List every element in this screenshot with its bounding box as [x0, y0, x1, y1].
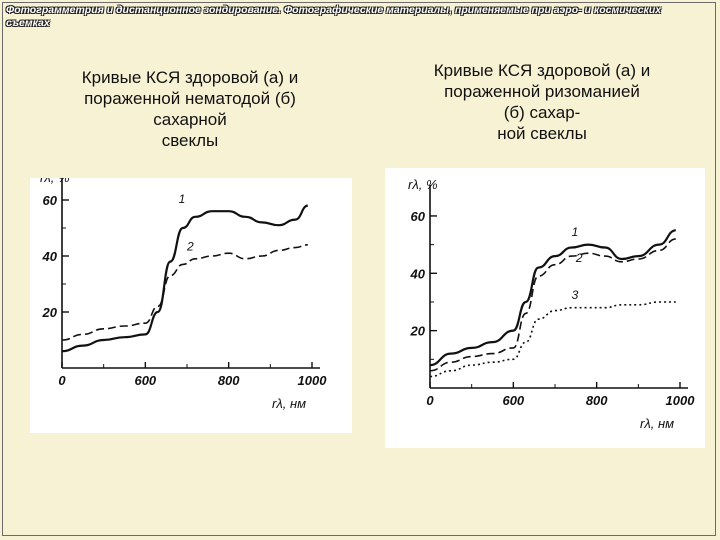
x-tick-label: 600: [134, 373, 156, 388]
left-caption-line: пораженной нематодой (б): [84, 89, 296, 108]
right-caption-line: ной свеклы: [497, 124, 587, 143]
right-caption-line: (б) сахар-: [503, 103, 581, 122]
y-tick-label: 20: [410, 324, 426, 339]
series-line-1: [61, 204, 309, 353]
series-label-1: 1: [179, 192, 186, 206]
left-caption-line: свеклы: [161, 131, 219, 150]
left-chart: 0 600 800 1000 20 40 60 rλ, % rλ, нм 1 2: [40, 170, 328, 411]
y-axis-label: rλ, %: [40, 178, 70, 185]
x-tick-label: 1000: [298, 373, 328, 388]
y-tick-label: 60: [43, 193, 58, 208]
x-tick-label: 800: [218, 373, 240, 388]
x-axis-label: rλ, нм: [272, 396, 306, 411]
series-line-1: [429, 229, 677, 367]
slide-header: Фотограмметрия и дистанционное зондирова…: [6, 4, 662, 29]
y-tick-label: 40: [42, 249, 58, 264]
left-caption-line: сахарной: [153, 110, 227, 129]
series-line-3: [429, 301, 676, 378]
right-chart-panel: 0 600 800 1000 20 40 60 rλ, % rλ, нм 1 2 3: [385, 168, 705, 448]
series-label-3: 3: [572, 288, 579, 302]
series-line-2: [429, 238, 676, 372]
series-label-2: 2: [186, 239, 194, 253]
series-line-2: [61, 244, 308, 341]
y-axis-label: rλ, %: [408, 177, 438, 192]
y-tick-label: 40: [410, 266, 426, 281]
x-tick-label: 1000: [666, 393, 696, 408]
y-tick-label: 20: [42, 305, 58, 320]
x-tick-label: 800: [586, 393, 608, 408]
y-tick-label: 60: [411, 209, 426, 224]
right-caption-line: пораженной ризоманией: [444, 82, 640, 101]
x-tick-label: 0: [58, 373, 66, 388]
right-caption-line: Кривые КСЯ здоровой (а) и: [433, 61, 651, 80]
right-chart: 0 600 800 1000 20 40 60 rλ, % rλ, нм 1 2 3: [408, 177, 696, 431]
x-tick-label: 600: [502, 393, 524, 408]
series-label-2: 2: [575, 251, 583, 265]
left-caption-line: Кривые КСЯ здоровой (а) и: [81, 68, 299, 87]
x-tick-label: 0: [426, 393, 434, 408]
left-caption: Кривые КСЯ здоровой (а) и пораженной нем…: [40, 67, 340, 151]
left-chart-panel: 0 600 800 1000 20 40 60 rλ, % rλ, нм 1 2: [30, 170, 352, 433]
right-caption: Кривые КСЯ здоровой (а) и пораженной риз…: [392, 60, 692, 144]
x-axis-label: rλ, нм: [640, 416, 674, 431]
series-label-1: 1: [572, 225, 579, 239]
